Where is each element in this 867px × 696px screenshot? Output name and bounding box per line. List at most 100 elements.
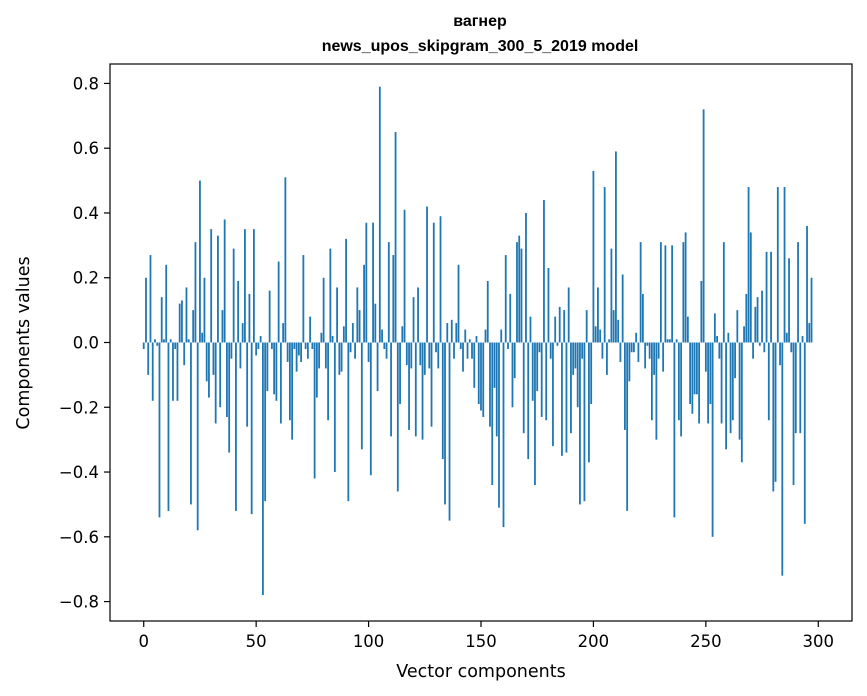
bar (615, 151, 617, 343)
bar (612, 310, 615, 343)
bar (257, 342, 260, 349)
bar (217, 235, 219, 343)
bar (457, 264, 460, 343)
bar (500, 329, 503, 343)
bar (484, 329, 487, 343)
bar (392, 255, 395, 343)
bar (788, 258, 790, 343)
bar (639, 242, 642, 343)
bar (475, 336, 478, 343)
bar (776, 187, 779, 343)
bar (183, 342, 186, 366)
bar (585, 310, 588, 343)
bar (603, 187, 606, 343)
bar (540, 342, 543, 417)
bar (453, 342, 455, 359)
bar (558, 306, 561, 343)
bar (646, 342, 649, 346)
bar (630, 342, 633, 353)
bar (790, 342, 793, 353)
bar (686, 316, 689, 343)
y-tick-label: 0.0 (73, 334, 99, 353)
bar (626, 342, 629, 511)
bar (275, 342, 278, 401)
bar (417, 287, 419, 343)
bar (549, 342, 552, 359)
bar (154, 339, 156, 343)
bar (641, 293, 644, 343)
bar (262, 342, 264, 596)
bar (792, 342, 795, 485)
bar (428, 342, 431, 369)
bar (592, 170, 595, 343)
x-tick-label: 50 (246, 632, 267, 651)
bar (729, 342, 732, 434)
bar (754, 306, 757, 343)
bar (340, 342, 343, 372)
bar (761, 290, 763, 343)
bar (219, 342, 222, 408)
bar (426, 206, 428, 343)
bar (342, 326, 345, 343)
bar (356, 287, 359, 343)
bar (295, 342, 298, 372)
bar (752, 342, 754, 359)
bar (534, 342, 536, 485)
bar (545, 342, 548, 421)
bar (403, 209, 406, 343)
bar (783, 187, 786, 343)
bar (713, 313, 716, 343)
bar (255, 342, 258, 356)
bar (570, 342, 572, 434)
y-tick-label: −0.4 (59, 463, 99, 482)
bar (266, 342, 269, 392)
bar (648, 342, 651, 359)
bar (363, 264, 365, 343)
bar (394, 132, 397, 343)
bar (455, 323, 458, 343)
bar (194, 242, 197, 343)
bar (387, 242, 390, 343)
bar (199, 180, 201, 343)
bar (509, 293, 512, 343)
bar (385, 342, 388, 359)
bar (315, 342, 318, 398)
bar (527, 342, 530, 460)
bar (163, 339, 165, 343)
bar (268, 290, 271, 343)
bar (635, 332, 638, 343)
x-tick-label: 100 (353, 632, 385, 651)
y-axis-ticks: −0.8 −0.6 −0.4 −0.2 0.0 0.2 0.4 0.6 0.8 (59, 74, 110, 612)
bar (273, 342, 276, 395)
bar (543, 200, 545, 343)
bar (239, 342, 242, 369)
bar (664, 245, 667, 343)
bar (203, 277, 206, 343)
bar (727, 332, 730, 343)
bar (756, 297, 759, 343)
bar (174, 342, 177, 349)
bar (430, 342, 433, 427)
bar (707, 342, 709, 424)
bar (468, 339, 471, 343)
bar (462, 342, 464, 372)
bar (711, 342, 714, 537)
bar (619, 342, 622, 362)
bar (536, 342, 539, 392)
bar (749, 232, 752, 343)
bar (205, 342, 208, 382)
bar (684, 232, 687, 343)
bar (286, 342, 289, 362)
bar (358, 310, 361, 343)
x-tick-label: 150 (465, 632, 497, 651)
bar (376, 342, 379, 392)
bar (435, 342, 437, 353)
bar (650, 342, 653, 421)
bar (745, 293, 748, 343)
bar (563, 310, 566, 343)
bar (525, 212, 527, 343)
bar (657, 342, 660, 359)
bar (347, 342, 350, 502)
bar (547, 268, 550, 343)
bar (223, 219, 226, 343)
